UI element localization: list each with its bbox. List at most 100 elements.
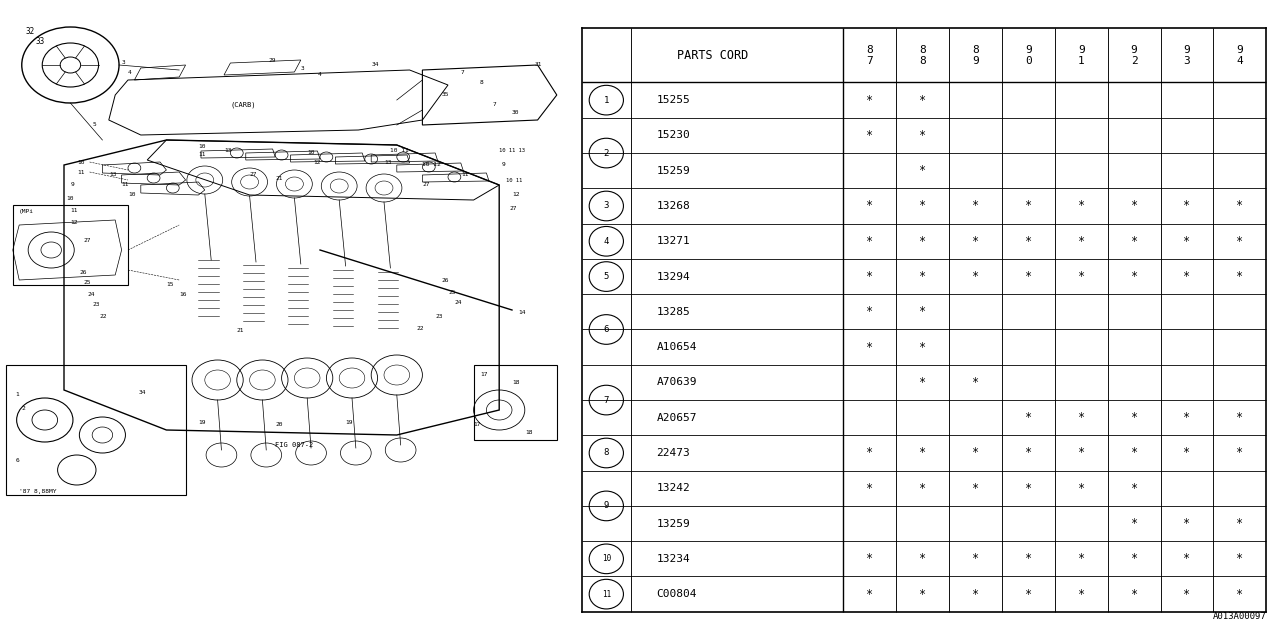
Text: 21: 21 [275,175,283,180]
Text: 10 11: 10 11 [506,177,522,182]
Text: 4: 4 [128,70,132,74]
Text: 9: 9 [70,182,74,188]
Text: 10: 10 [198,145,206,150]
Text: 10 11 13: 10 11 13 [499,147,525,152]
Text: *: * [919,200,927,212]
Text: *: * [867,340,873,354]
Text: 18: 18 [525,429,532,435]
Text: *: * [1130,200,1138,212]
Text: *: * [1236,200,1243,212]
Text: *: * [1184,517,1190,530]
Text: *: * [867,235,873,248]
Text: 13294: 13294 [657,271,690,282]
Text: *: * [867,93,873,107]
Text: 32: 32 [26,28,35,36]
Text: *: * [1236,552,1243,565]
Text: *: * [867,305,873,318]
Text: 17: 17 [480,372,488,378]
Text: 23: 23 [92,303,100,307]
Text: 8: 8 [480,79,484,84]
Text: *: * [919,305,927,318]
Text: 3: 3 [301,65,305,70]
Text: 10: 10 [602,554,611,563]
Text: *: * [1236,235,1243,248]
Text: 13271: 13271 [657,236,690,246]
Text: *: * [1130,517,1138,530]
Text: *: * [1078,200,1084,212]
Text: *: * [1025,270,1032,283]
Text: 13285: 13285 [657,307,690,317]
Text: 11: 11 [198,152,206,157]
Text: 15259: 15259 [657,166,690,176]
Text: *: * [867,270,873,283]
Text: 14: 14 [518,310,526,314]
Text: 5: 5 [604,272,609,281]
Text: 33: 33 [36,38,45,47]
Text: 15255: 15255 [657,95,690,105]
Text: *: * [867,588,873,600]
Text: *: * [919,164,927,177]
Text: C00804: C00804 [657,589,696,599]
Text: *: * [867,129,873,142]
Text: 30: 30 [512,111,520,115]
Text: 27: 27 [509,205,517,211]
Bar [474,365,557,440]
Text: *: * [919,482,927,495]
Text: *: * [1184,552,1190,565]
Text: 24: 24 [454,301,462,305]
Text: 11: 11 [122,182,129,188]
Text: *: * [1025,447,1032,460]
Text: 34: 34 [371,63,379,67]
Text: 20: 20 [275,422,283,428]
Text: 10 12: 10 12 [422,163,442,168]
Text: 8
8: 8 8 [919,45,925,65]
Text: *: * [972,376,979,389]
Text: *: * [919,552,927,565]
Text: 1: 1 [604,95,609,104]
Text: *: * [1078,235,1084,248]
Text: 22473: 22473 [657,448,690,458]
Text: 25: 25 [83,280,91,285]
Text: *: * [1130,552,1138,565]
Text: 3: 3 [604,202,609,211]
Text: 19: 19 [198,419,206,424]
Text: 15: 15 [166,282,174,287]
Text: FIG 087-2: FIG 087-2 [275,442,314,448]
Text: A013A00097: A013A00097 [1212,612,1266,621]
Text: 10: 10 [67,195,74,200]
Text: 23: 23 [435,314,443,319]
Text: *: * [1025,412,1032,424]
Text: *: * [919,129,927,142]
Text: 13: 13 [224,147,232,152]
Text: 10: 10 [307,150,315,154]
Text: *: * [919,447,927,460]
Text: 13: 13 [109,172,116,177]
Text: *: * [972,552,979,565]
Text: 9
2: 9 2 [1130,45,1138,65]
Text: 21: 21 [237,328,244,333]
Text: *: * [867,447,873,460]
Text: 11: 11 [602,589,611,598]
Text: 9: 9 [502,163,506,168]
Text: *: * [1078,412,1084,424]
Text: A20657: A20657 [657,413,696,422]
Text: 25: 25 [448,289,456,294]
Text: A70639: A70639 [657,378,696,387]
Text: 6: 6 [15,458,19,463]
Text: *: * [1130,270,1138,283]
Bar [6,365,186,495]
Text: 10 11: 10 11 [390,147,410,152]
Text: 2: 2 [22,406,26,410]
Text: *: * [919,340,927,354]
Text: *: * [867,482,873,495]
Text: *: * [1078,270,1084,283]
Text: 7: 7 [493,102,497,106]
Text: 22: 22 [100,314,108,319]
Text: 35: 35 [442,93,449,97]
Text: 13268: 13268 [657,201,690,211]
Text: 10: 10 [77,159,84,164]
Text: 4: 4 [317,72,321,77]
Text: 1: 1 [15,392,19,397]
Text: *: * [1236,270,1243,283]
Text: *: * [1078,447,1084,460]
